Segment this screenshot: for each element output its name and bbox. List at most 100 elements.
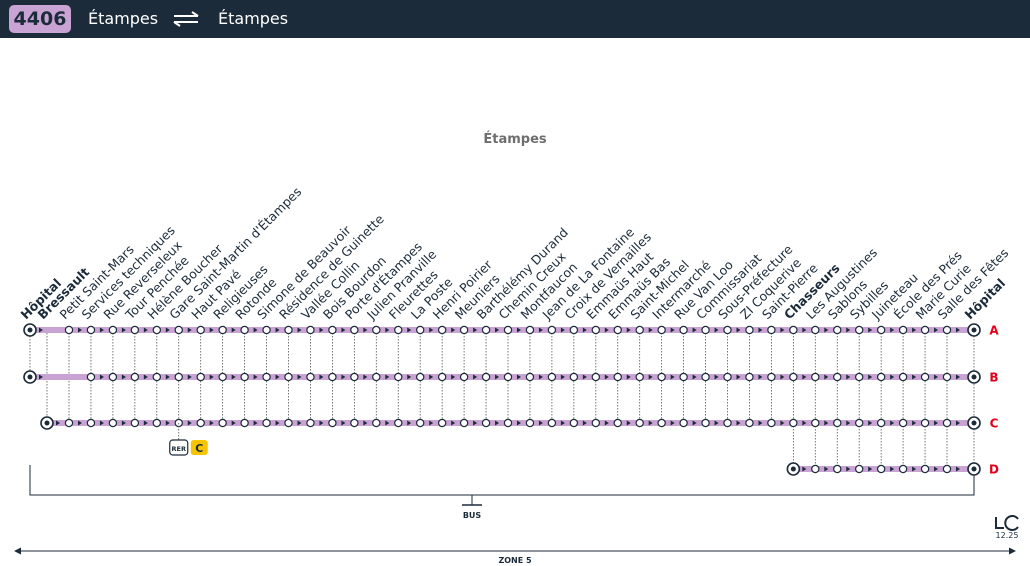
direction-arrow — [846, 420, 851, 426]
stop-marker — [833, 418, 842, 428]
direction-arrow — [934, 374, 939, 380]
direction-arrow — [670, 374, 675, 380]
stop-marker — [350, 418, 359, 428]
stop-marker — [811, 372, 820, 382]
direction-arrow — [890, 420, 895, 426]
two-way-arrow-icon — [173, 11, 199, 27]
stop-marker — [503, 372, 513, 382]
direction-arrow — [407, 420, 412, 426]
direction-arrow — [780, 420, 785, 426]
direction-arrow — [846, 327, 851, 333]
stop-marker — [437, 418, 447, 428]
stop-marker — [591, 418, 601, 428]
direction-arrow — [451, 327, 456, 333]
direction-arrow — [143, 420, 148, 426]
direction-arrow — [319, 374, 324, 380]
stop-marker — [898, 372, 908, 382]
direction-arrow — [209, 420, 214, 426]
direction-arrow — [912, 420, 917, 426]
direction-arrow — [692, 374, 697, 380]
stop-marker — [855, 325, 864, 335]
direction-arrow — [121, 374, 126, 380]
direction-arrow — [626, 420, 631, 426]
stop-marker — [745, 418, 754, 428]
direction-arrow — [714, 374, 719, 380]
stop-marker — [394, 325, 403, 335]
stop-marker — [876, 325, 886, 335]
terminus-dot — [27, 374, 33, 380]
stop-marker — [855, 464, 864, 474]
direction-arrow — [824, 374, 829, 380]
direction-arrow — [824, 466, 829, 472]
stop-marker — [679, 325, 688, 335]
stop-marker — [64, 418, 74, 428]
direction-arrow — [670, 327, 675, 333]
line-number-badge: 4406 — [9, 5, 71, 33]
direction-arrow — [99, 327, 104, 333]
stop-marker — [481, 325, 491, 335]
stop-marker — [723, 325, 732, 335]
stop-marker — [613, 325, 622, 335]
direction-arrow — [802, 374, 807, 380]
stop-marker — [240, 418, 249, 428]
stop-marker — [833, 372, 842, 382]
direction-arrow — [758, 374, 763, 380]
direction-arrow — [143, 327, 148, 333]
stop-marker — [547, 325, 557, 335]
direction-arrow — [824, 327, 829, 333]
direction-arrow — [187, 327, 192, 333]
stop-marker — [328, 372, 337, 382]
direction-arrow — [429, 327, 434, 333]
stop-marker — [855, 418, 864, 428]
stop-marker — [416, 372, 425, 382]
stop-marker — [613, 372, 622, 382]
stop-marker — [86, 418, 96, 428]
direction-arrow — [934, 466, 939, 472]
direction-arrow — [187, 374, 192, 380]
stop-marker — [328, 418, 337, 428]
direction-arrow — [319, 420, 324, 426]
direction-arrow — [582, 327, 587, 333]
stop-marker — [350, 325, 359, 335]
stop-marker — [306, 325, 315, 335]
stop-marker — [525, 372, 535, 382]
stop-marker — [152, 325, 161, 335]
direction-arrow — [253, 374, 258, 380]
direction-arrow — [209, 374, 214, 380]
stop-marker — [767, 372, 776, 382]
direction-arrow — [143, 374, 148, 380]
stop-marker — [108, 418, 118, 428]
stop-marker — [174, 325, 183, 335]
direction-arrow — [912, 374, 917, 380]
stop-marker — [196, 372, 205, 382]
stop-marker — [328, 325, 337, 335]
stop-marker — [767, 418, 776, 428]
direction-arrow — [253, 420, 258, 426]
stop-marker — [745, 372, 754, 382]
rer-line-label: C — [195, 442, 203, 455]
stop-marker — [64, 325, 74, 335]
stop-marker — [789, 325, 798, 335]
direction-arrow — [297, 420, 302, 426]
direction-arrow — [39, 374, 43, 380]
direction-arrow — [407, 327, 412, 333]
direction-arrow — [275, 327, 280, 333]
stop-marker — [898, 418, 908, 428]
stop-marker — [876, 464, 886, 474]
stop-marker — [437, 372, 447, 382]
stop-marker — [657, 325, 666, 335]
stop-marker — [130, 325, 140, 335]
direction-arrow — [517, 327, 521, 333]
stop-marker — [811, 418, 820, 428]
direction-arrow — [385, 420, 390, 426]
stop-marker — [152, 372, 161, 382]
stop-marker — [876, 418, 886, 428]
direction-arrow — [495, 327, 500, 333]
stop-marker — [525, 325, 535, 335]
stop-marker — [503, 325, 513, 335]
branch-letter-a: A — [989, 324, 999, 338]
direction-arrow — [341, 420, 346, 426]
stop-marker — [394, 418, 403, 428]
stop-marker — [481, 372, 491, 382]
direction-arrow — [451, 420, 456, 426]
